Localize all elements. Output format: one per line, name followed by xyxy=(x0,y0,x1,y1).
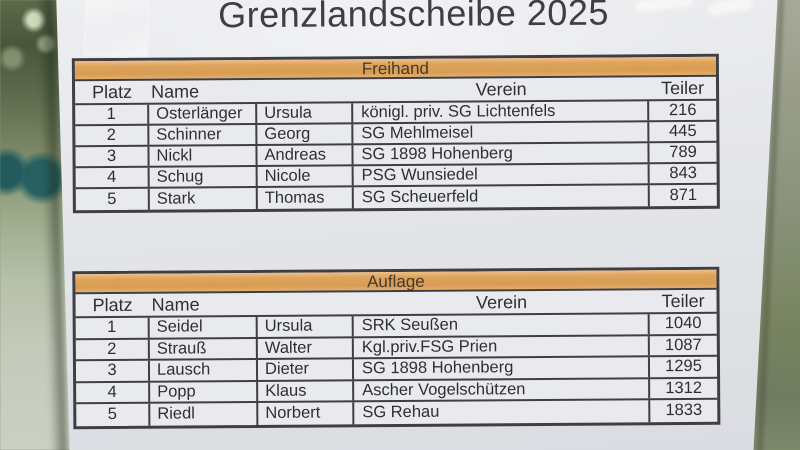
column-header-name: Name xyxy=(151,293,200,315)
result-row: 5 Stark Thomas SG Scheuerfeld 871 xyxy=(75,185,717,211)
platz-cell: 4 xyxy=(75,167,150,188)
vorname-cell: Walter xyxy=(257,337,354,358)
vorname-cell: Dieter xyxy=(257,359,355,380)
platz-cell: 5 xyxy=(76,403,151,426)
teiler-cell: 1295 xyxy=(665,357,702,376)
verein-cell: Ascher Vogelschützen xyxy=(354,378,651,401)
vorname-cell: Georg xyxy=(257,124,354,144)
platz-cell: 3 xyxy=(75,146,150,167)
teiler-cell: 789 xyxy=(669,142,697,162)
column-header-teiler: Teiler xyxy=(661,290,705,311)
vorname-cell: Thomas xyxy=(257,187,354,209)
verein-cell: SG Scheuerfeld xyxy=(353,185,650,209)
column-header-platz: Platz xyxy=(91,81,133,102)
vorname-cell: Norbert xyxy=(258,402,355,425)
nachname-cell: Stark xyxy=(149,187,258,210)
verein-cell: königl. priv. SG Lichtenfels xyxy=(353,101,650,123)
nachname-cell: Osterlänger xyxy=(149,103,258,124)
verein-cell: SG Mehlmeisel xyxy=(353,122,650,144)
vorname-cell: Klaus xyxy=(258,380,355,401)
vorname-cell: Nicole xyxy=(257,166,354,186)
platz-cell: 2 xyxy=(75,125,150,146)
nachname-cell: Popp xyxy=(150,381,259,402)
platz-cell: 2 xyxy=(75,339,150,360)
nachname-cell: Lausch xyxy=(149,359,259,381)
nachname-cell: Riedl xyxy=(150,402,259,426)
platz-cell: 1 xyxy=(75,317,150,338)
nachname-cell: Nickl xyxy=(149,145,258,166)
teiler-cell: 1087 xyxy=(664,335,702,354)
freihand-results-table: Freihand Platz Name Verein Teiler 1 Oste… xyxy=(71,53,720,214)
platz-cell: 4 xyxy=(76,382,151,403)
verein-cell: SG Rehau xyxy=(354,400,651,424)
verein-cell: SRK Seußen xyxy=(353,314,650,336)
platz-cell: 3 xyxy=(75,360,151,381)
result-row: 5 Riedl Norbert SG Rehau 1833 xyxy=(76,400,717,426)
vorname-cell: Ursula xyxy=(257,316,354,337)
column-header-teiler: Teiler xyxy=(660,77,705,98)
teiler-cell: 843 xyxy=(669,163,697,183)
verein-cell: SG 1898 Hohenberg xyxy=(353,143,650,165)
nachname-cell: Schug xyxy=(149,166,258,187)
platz-cell: 1 xyxy=(75,104,150,125)
vorname-cell: Andreas xyxy=(257,145,354,165)
column-header-verein: Verein xyxy=(475,291,528,312)
teiler-cell: 1833 xyxy=(665,401,703,420)
verein-cell: Kgl.priv.FSG Prien xyxy=(353,335,650,358)
teiler-cell: 445 xyxy=(669,121,697,141)
nachname-cell: Strauß xyxy=(149,338,258,359)
verein-cell: PSG Wunsiedel xyxy=(353,164,650,186)
platz-cell: 5 xyxy=(75,188,150,211)
teiler-cell: 1040 xyxy=(664,314,702,333)
nachname-cell: Schinner xyxy=(149,124,258,145)
page-title: Grenzlandscheibe 2025 xyxy=(217,0,610,36)
verein-cell: SG 1898 Hohenberg xyxy=(353,357,651,379)
column-header-name: Name xyxy=(150,80,200,102)
auflage-results-table: Auflage Platz Name Verein Teiler 1 Seide… xyxy=(72,266,721,429)
teiler-cell: 216 xyxy=(668,100,697,120)
column-header-verein: Verein xyxy=(475,78,527,99)
nachname-cell: Seidel xyxy=(149,316,258,338)
column-header-platz: Platz xyxy=(92,294,133,315)
teiler-cell: 871 xyxy=(669,185,698,205)
teiler-cell: 1312 xyxy=(665,378,703,397)
vorname-cell: Ursula xyxy=(257,103,354,123)
